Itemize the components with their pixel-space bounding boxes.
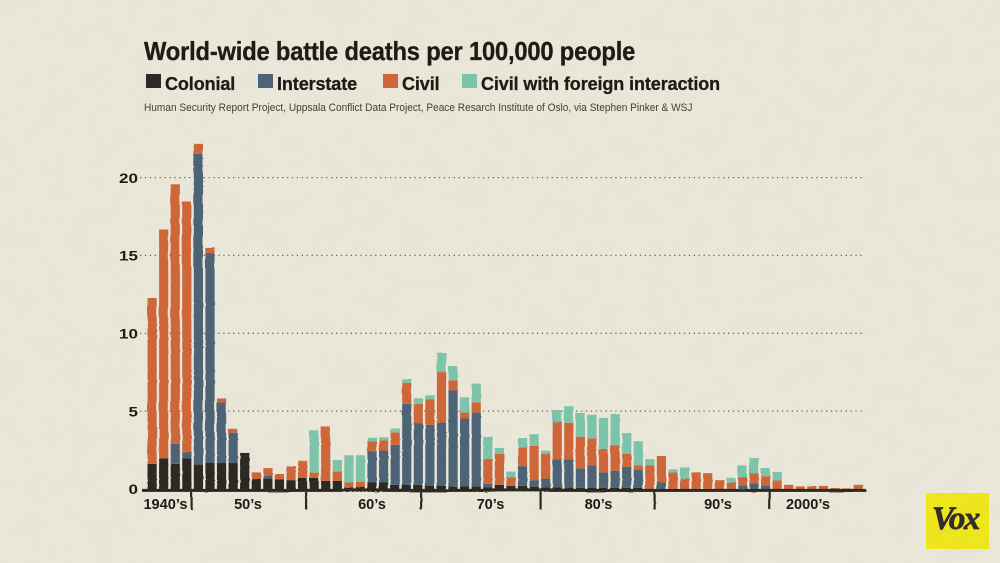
svg-text:15: 15 bbox=[119, 249, 138, 264]
svg-text:0: 0 bbox=[128, 483, 138, 498]
svg-text:2000’s: 2000’s bbox=[786, 497, 830, 513]
svg-text:90’s: 90’s bbox=[704, 497, 732, 513]
svg-text:10: 10 bbox=[119, 327, 138, 342]
svg-text:20: 20 bbox=[119, 171, 138, 186]
svg-text:50’s: 50’s bbox=[234, 497, 262, 513]
svg-text:70’s: 70’s bbox=[477, 497, 505, 513]
svg-text:60’s: 60’s bbox=[358, 497, 386, 513]
svg-text:1940’s: 1940’s bbox=[143, 497, 187, 513]
svg-text:80’s: 80’s bbox=[585, 497, 613, 513]
svg-text:5: 5 bbox=[128, 405, 138, 420]
